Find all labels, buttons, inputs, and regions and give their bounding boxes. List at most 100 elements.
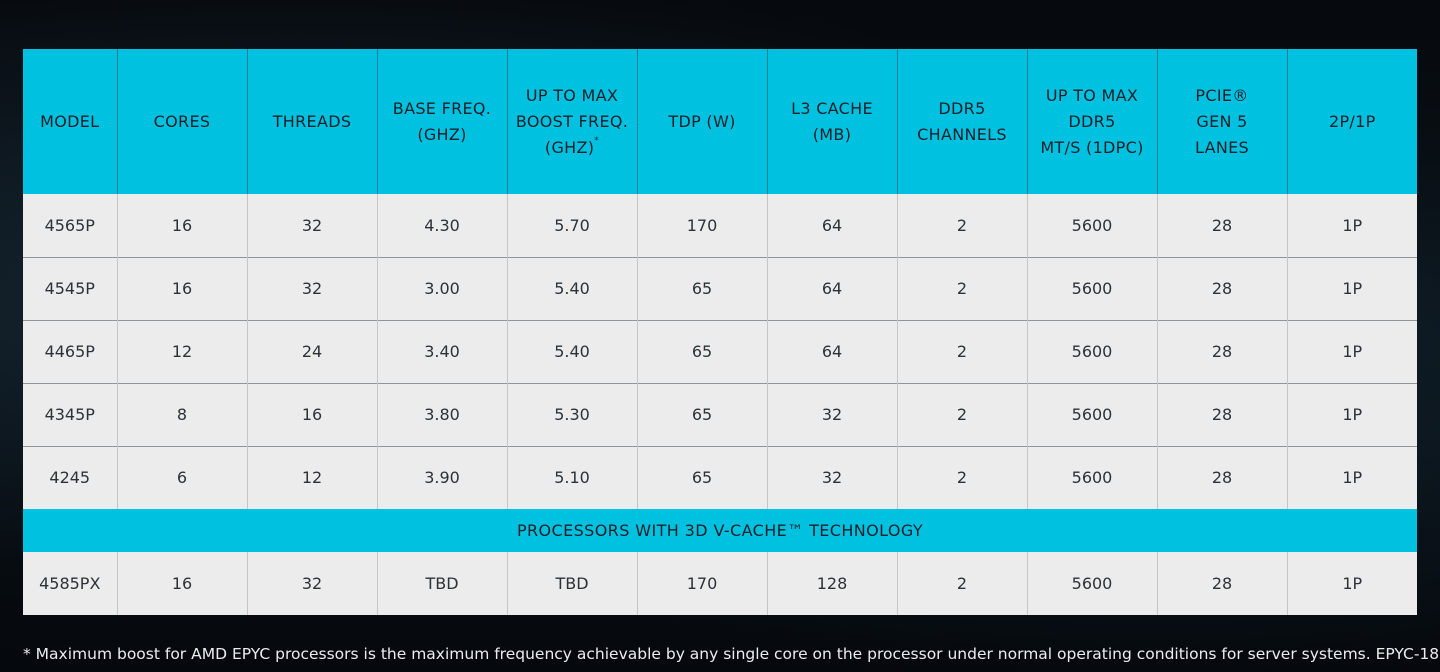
- column-header-line: BOOST FREQ.: [515, 111, 629, 131]
- table-cell: 5.40: [506, 256, 637, 320]
- column-header-line: LANES: [1195, 137, 1249, 157]
- table-cell: 24: [246, 319, 377, 383]
- table-row: 4545P 16 32 3.00 5.40 65 64 2 5600 28 1P: [23, 256, 1417, 320]
- table-cell: TBD: [506, 552, 637, 615]
- table-row: 4345P 8 16 3.80 5.30 65 32 2 5600 28 1P: [23, 382, 1417, 446]
- column-header-line: THREADS: [272, 111, 352, 131]
- column-header-line: 2P/1P: [1328, 111, 1376, 131]
- table-body: 4565P 16 32 4.30 5.70 170 64 2 5600 28 1P 4545P 16 32…: [23, 194, 1417, 509]
- model-cell: 4245: [23, 445, 117, 509]
- column-header-line: (GHZ): [417, 124, 467, 144]
- column-header: UP TO MAX DDR5 MT/S (1DPC): [1026, 49, 1157, 194]
- table-cell: 65: [636, 382, 767, 446]
- table-cell: 2: [896, 382, 1027, 446]
- column-header: CORES: [116, 49, 247, 194]
- column-header: MODEL: [23, 49, 117, 194]
- table-header-row: MODEL CORES THREADS BASE FREQ. (GHZ) UP TO MA…: [23, 49, 1417, 194]
- table-cell: 28: [1156, 256, 1287, 320]
- table-cell: 12: [246, 445, 377, 509]
- table-cell: 5600: [1026, 256, 1157, 320]
- section-title: PROCESSORS WITH 3D V-CACHE™ TECHNOLOGY: [23, 509, 1417, 552]
- table-cell: 5.40: [506, 319, 637, 383]
- table-cell: 3.90: [376, 445, 507, 509]
- processor-spec-table: MODEL CORES THREADS BASE FREQ. (GHZ) UP TO MA…: [23, 49, 1417, 615]
- table-cell: 16: [116, 194, 247, 257]
- table-cell: 3.80: [376, 382, 507, 446]
- model-cell: 4345P: [23, 382, 117, 446]
- column-header-line: MODEL: [40, 111, 100, 131]
- column-header-line: UP TO MAX: [525, 85, 619, 105]
- column-header: 2P/1P: [1286, 49, 1417, 194]
- column-header-line: (MB): [812, 124, 852, 144]
- column-header: UP TO MAX BOOST FREQ. (GHZ)*: [506, 49, 637, 194]
- table-cell: 64: [766, 194, 897, 257]
- table-row: 4465P 12 24 3.40 5.40 65 64 2 5600 28 1P: [23, 319, 1417, 383]
- table-cell: TBD: [376, 552, 507, 615]
- table-cell: 2: [896, 319, 1027, 383]
- column-header-line: MT/S (1DPC): [1040, 137, 1144, 157]
- table-cell: 3.40: [376, 319, 507, 383]
- table-cell: 1P: [1286, 382, 1417, 446]
- footnote: * Maximum boost for AMD EPYC processors …: [23, 645, 1440, 663]
- table-cell: 128: [766, 552, 897, 615]
- table-cell: 2: [896, 256, 1027, 320]
- column-header-line: GEN 5: [1196, 111, 1248, 131]
- model-cell: 4585PX: [23, 552, 117, 615]
- table-cell: 5600: [1026, 194, 1157, 257]
- table-cell: 8: [116, 382, 247, 446]
- table-cell: 5600: [1026, 319, 1157, 383]
- column-header-text: (GHZ): [544, 137, 595, 157]
- table-cell: 5600: [1026, 382, 1157, 446]
- table-row: 4565P 16 32 4.30 5.70 170 64 2 5600 28 1P: [23, 194, 1417, 257]
- table-cell: 28: [1156, 194, 1287, 257]
- model-cell: 4545P: [23, 256, 117, 320]
- column-header: THREADS: [246, 49, 377, 194]
- table-cell: 32: [766, 382, 897, 446]
- table-cell: 4.30: [376, 194, 507, 257]
- table-cell: 6: [116, 445, 247, 509]
- column-header: BASE FREQ. (GHZ): [376, 49, 507, 194]
- column-header-line: L3 CACHE: [791, 98, 873, 118]
- table-cell: 32: [246, 194, 377, 257]
- table-cell: 64: [766, 256, 897, 320]
- column-header-line: DDR5: [938, 98, 986, 118]
- vcache-table-body: PROCESSORS WITH 3D V-CACHE™ TECHNOLOGY 4…: [23, 509, 1417, 615]
- table-cell: 16: [246, 382, 377, 446]
- column-header-line: PCIE®: [1195, 85, 1249, 105]
- column-header-line: TDP (W): [668, 111, 736, 131]
- table-cell: 28: [1156, 319, 1287, 383]
- table-cell: 65: [636, 256, 767, 320]
- table-cell: 2: [896, 552, 1027, 615]
- section-header-row: PROCESSORS WITH 3D V-CACHE™ TECHNOLOGY: [23, 509, 1417, 552]
- table-cell: 2: [896, 194, 1027, 257]
- table-cell: 5.10: [506, 445, 637, 509]
- footnote-marker: *: [594, 135, 600, 146]
- table-cell: 2: [896, 445, 1027, 509]
- table-cell: 28: [1156, 445, 1287, 509]
- table-cell: 1P: [1286, 319, 1417, 383]
- table-cell: 1P: [1286, 552, 1417, 615]
- column-header-line: DDR5: [1068, 111, 1116, 131]
- table-cell: 170: [636, 552, 767, 615]
- table-cell: 170: [636, 194, 767, 257]
- table-cell: 5600: [1026, 552, 1157, 615]
- table-cell: 32: [246, 256, 377, 320]
- column-header: TDP (W): [636, 49, 767, 194]
- table-cell: 16: [116, 552, 247, 615]
- table-cell: 28: [1156, 552, 1287, 615]
- column-header: PCIE® GEN 5 LANES: [1156, 49, 1287, 194]
- table-cell: 32: [246, 552, 377, 615]
- table-cell: 65: [636, 319, 767, 383]
- table-cell: 65: [636, 445, 767, 509]
- table-cell: 12: [116, 319, 247, 383]
- column-header-line: CORES: [153, 111, 211, 131]
- table-cell: 32: [766, 445, 897, 509]
- table-cell: 1P: [1286, 256, 1417, 320]
- table-row: 4245 6 12 3.90 5.10 65 32 2 5600 28 1P: [23, 445, 1417, 509]
- column-header-line: CHANNELS: [917, 124, 1007, 144]
- table-cell: 28: [1156, 382, 1287, 446]
- table-cell: 5.70: [506, 194, 637, 257]
- table-cell: 1P: [1286, 445, 1417, 509]
- table-cell: 5.30: [506, 382, 637, 446]
